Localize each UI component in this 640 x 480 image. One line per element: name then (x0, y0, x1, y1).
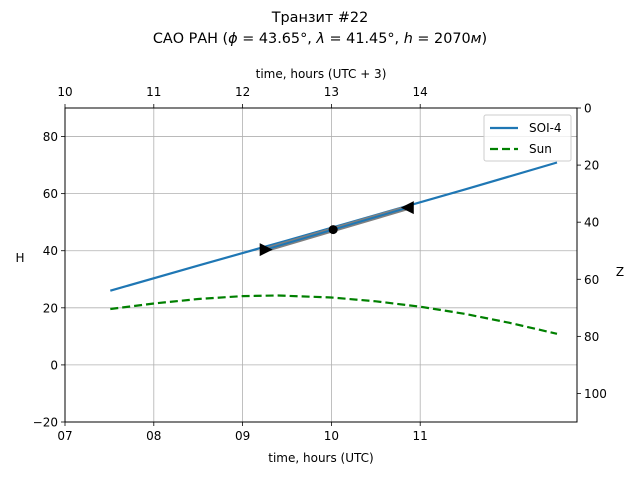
y-tick-label: 40 (43, 244, 58, 258)
y-axis-right-label: Z (616, 265, 624, 279)
subtitle-suffix: ) (482, 31, 488, 47)
legend-label-sun: Sun (529, 142, 552, 156)
subtitle-lambda-value: = 41.45°, (325, 31, 404, 47)
subtitle-h: h (404, 31, 413, 47)
subtitle-lambda: λ (315, 31, 325, 47)
x-top-tick-label: 12 (235, 85, 250, 99)
y-tick-label: −20 (33, 416, 58, 430)
z-tick-label: 20 (584, 159, 599, 173)
plot-frame (64, 107, 578, 423)
subtitle-h-value: = 2070 (413, 31, 471, 47)
chart-subtitle: САО РАН (ϕ = 43.65°, λ = 41.45°, h = 207… (153, 31, 487, 47)
legend-label-soi-4: SOI-4 (529, 121, 562, 135)
x-tick-label: 07 (57, 429, 72, 443)
x-tick-label: 10 (324, 429, 339, 443)
z-tick-label: 100 (584, 387, 607, 401)
z-tick-label: 60 (584, 273, 599, 287)
x-tick-label: 11 (413, 429, 428, 443)
x-top-tick-label: 11 (146, 85, 161, 99)
series-line-sun (110, 294, 558, 335)
y-axis-label: H (15, 251, 24, 265)
subtitle-phi: ϕ (228, 31, 238, 47)
z-tick-label: 80 (584, 330, 599, 344)
y-tick-label: 60 (43, 187, 58, 201)
chart-title: Транзит #22 (271, 10, 368, 26)
x-axis-top: 10 11 12 13 14 (57, 85, 428, 108)
y-tick-label: 80 (43, 130, 58, 144)
x-top-tick-label: 14 (413, 85, 428, 99)
z-tick-label: 40 (584, 216, 599, 230)
subtitle-unit: м (471, 31, 482, 47)
z-tick-label: 0 (584, 102, 592, 116)
x-axis-top-label: time, hours (UTC + 3) (256, 67, 387, 81)
x-axis-bottom: 07 08 09 10 11 (57, 422, 428, 443)
x-tick-label: 09 (235, 429, 250, 443)
x-tick-label: 08 (146, 429, 161, 443)
legend: SOI-4 Sun (483, 114, 572, 162)
x-top-tick-label: 10 (57, 85, 72, 99)
transit-midpoint-marker (328, 225, 338, 235)
x-axis-label: time, hours (UTC) (268, 451, 373, 465)
subtitle-prefix: САО РАН ( (153, 31, 228, 47)
markers-layer (259, 201, 414, 257)
subtitle-phi-value: = 43.65°, (238, 31, 317, 47)
y-axis-right: 0 20 40 60 80 100 (577, 102, 607, 401)
transit-end-marker (400, 201, 414, 215)
y-tick-label: 0 (50, 358, 58, 372)
y-axis-left: −20 0 20 40 60 80 (33, 130, 65, 430)
transit-start-marker (259, 243, 273, 257)
y-tick-label: 20 (43, 301, 58, 315)
x-top-tick-label: 13 (324, 85, 339, 99)
